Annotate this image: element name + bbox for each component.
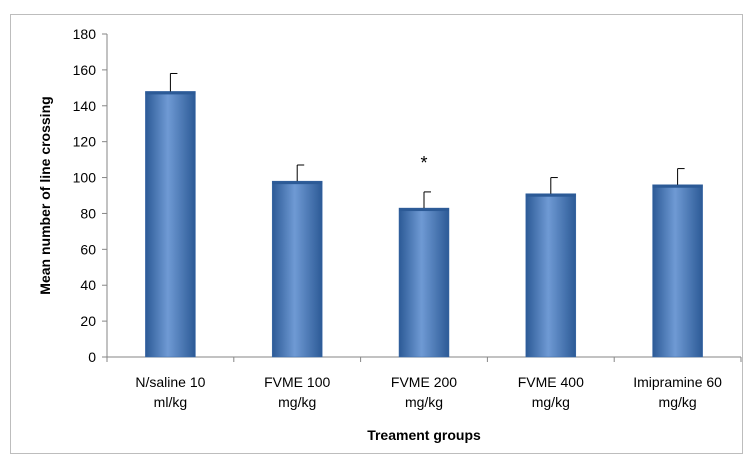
- x-tick-label-line: mg/kg: [532, 394, 570, 410]
- y-axis-title: Mean number of line crossing: [37, 96, 53, 294]
- x-tick-label-line: FVME 400: [518, 374, 584, 390]
- x-tick-label-line: ml/kg: [154, 394, 187, 410]
- y-axis: 0 20 40 60 80 100 120 140 160 180: [73, 26, 108, 365]
- bar-top-edge: [272, 181, 323, 185]
- x-tick-label: FVME 400 mg/kg: [518, 374, 584, 410]
- x-tick-label-line: N/saline 10: [135, 374, 205, 390]
- y-tick-label: 120: [73, 134, 97, 150]
- x-tick-label: FVME 200 mg/kg: [391, 374, 457, 410]
- y-tick-label: 100: [73, 170, 97, 186]
- x-tick-label-line: FVME 100: [264, 374, 330, 390]
- x-tick-label-line: Imipramine 60: [633, 374, 722, 390]
- bar: [145, 91, 196, 358]
- bar: [271, 180, 323, 358]
- x-tick-label-line: FVME 200: [391, 374, 457, 390]
- y-tick-label: 60: [80, 241, 96, 257]
- x-tick-label-line: mg/kg: [278, 394, 316, 410]
- y-tick-label: 40: [80, 277, 96, 293]
- bar-top-edge: [652, 184, 703, 188]
- y-tick-label: 160: [73, 62, 97, 78]
- x-tick-label-line: mg/kg: [659, 394, 697, 410]
- y-tick-label: 180: [73, 26, 97, 42]
- bar-top-edge: [145, 91, 196, 95]
- x-tick-label-line: mg/kg: [405, 394, 443, 410]
- chart-frame: [10, 14, 743, 454]
- bars: *: [145, 72, 703, 358]
- x-axis: N/saline 10 ml/kg FVME 100 mg/kg FVME 200 mg/…: [106, 356, 742, 410]
- bar-top-edge: [525, 193, 576, 197]
- bar: [525, 193, 577, 358]
- x-tick-label: Imipramine 60 mg/kg: [633, 374, 722, 410]
- bar-top-edge: [399, 208, 449, 212]
- y-tick-label: 0: [88, 349, 96, 365]
- bar: [398, 207, 450, 358]
- y-tick-label: 80: [80, 205, 96, 221]
- y-tick-label: 140: [73, 98, 97, 114]
- y-tick-label: 20: [80, 313, 96, 329]
- x-tick-label: FVME 100 mg/kg: [264, 374, 330, 410]
- significance-marker: *: [420, 153, 427, 173]
- bar: [652, 184, 703, 358]
- x-tick-label: N/saline 10 ml/kg: [135, 374, 205, 410]
- x-axis-title: Treament groups: [367, 427, 481, 443]
